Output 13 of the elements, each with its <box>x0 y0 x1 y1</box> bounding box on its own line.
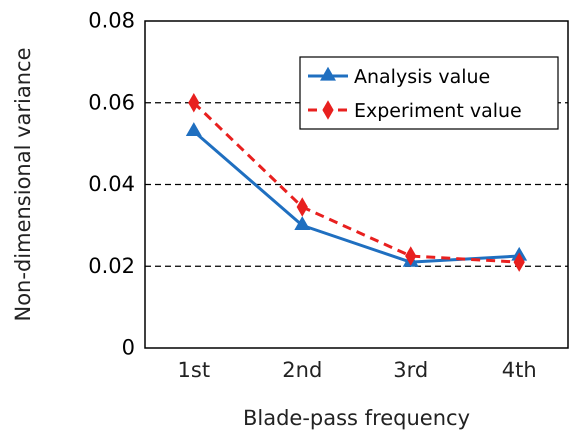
x-tick-label: 1st <box>178 358 210 382</box>
y-tick-label: 0 <box>122 336 135 360</box>
y-tick-label: 0.02 <box>88 254 135 278</box>
legend-label: Experiment value <box>354 100 522 122</box>
y-tick-label: 0.06 <box>88 90 135 114</box>
x-tick-label: 4th <box>502 358 537 382</box>
y-tick-label: 0.04 <box>88 172 135 196</box>
x-tick-label: 3rd <box>393 358 428 382</box>
x-tick-label: 2nd <box>282 358 322 382</box>
legend-label: Analysis value <box>354 66 490 88</box>
y-tick-label: 0.08 <box>88 8 135 33</box>
x-axis-title: Blade-pass frequency <box>242 406 470 430</box>
y-axis-title: Non-dimensional variance <box>11 47 35 322</box>
